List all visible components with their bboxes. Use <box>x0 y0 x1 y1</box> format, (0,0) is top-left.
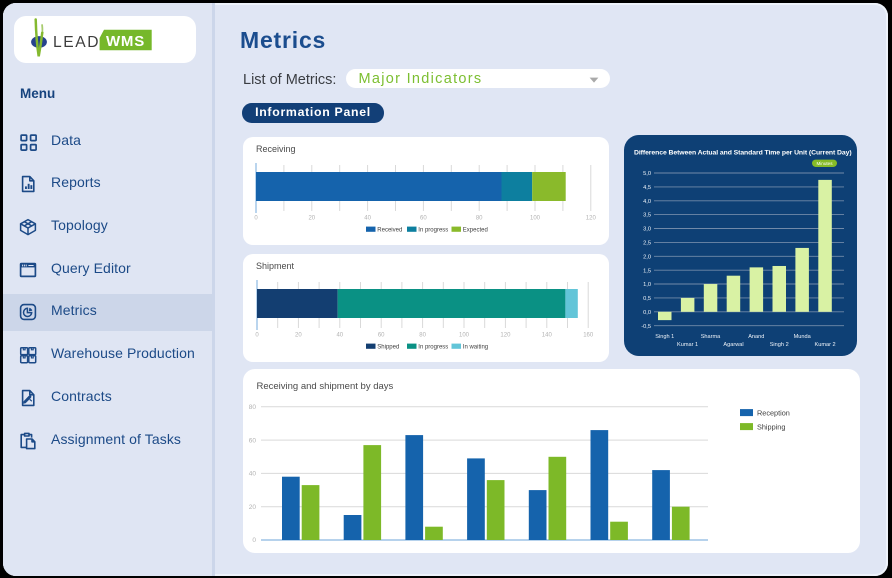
svg-text:Difference Between Actual and: Difference Between Actual and Standard T… <box>634 150 852 157</box>
svg-text:Singh 1: Singh 1 <box>655 334 674 340</box>
svg-text:-0,5: -0,5 <box>641 324 651 330</box>
svg-text:3,0: 3,0 <box>643 227 651 233</box>
svg-text:3,5: 3,5 <box>643 213 651 219</box>
svg-text:40: 40 <box>249 471 257 478</box>
svg-text:0: 0 <box>255 333 259 339</box>
svg-text:80: 80 <box>419 333 426 339</box>
svg-text:WMS: WMS <box>106 33 145 50</box>
svg-text:In progress: In progress <box>418 344 448 350</box>
svg-text:1,0: 1,0 <box>643 282 651 288</box>
svg-text:Agarwal: Agarwal <box>723 342 743 348</box>
svg-text:Sharma: Sharma <box>700 334 720 340</box>
svg-text:120: 120 <box>500 333 511 339</box>
svg-text:40: 40 <box>336 333 343 339</box>
svg-text:0: 0 <box>254 216 258 222</box>
svg-text:5,0: 5,0 <box>643 171 651 177</box>
svg-text:In progress: In progress <box>418 227 448 233</box>
svg-text:LEAD: LEAD <box>53 34 100 51</box>
svg-text:80: 80 <box>476 216 483 222</box>
svg-text:Reception: Reception <box>757 408 790 417</box>
svg-text:60: 60 <box>249 437 257 444</box>
svg-text:20: 20 <box>308 216 315 222</box>
svg-text:60: 60 <box>378 333 385 339</box>
svg-text:Kumar 1: Kumar 1 <box>677 342 698 348</box>
svg-text:Received: Received <box>377 227 402 233</box>
svg-text:Expected: Expected <box>463 227 488 233</box>
svg-text:60: 60 <box>420 216 427 222</box>
svg-text:0,0: 0,0 <box>643 310 651 316</box>
svg-text:Minutes: Minutes <box>816 161 833 166</box>
svg-text:4,0: 4,0 <box>643 199 651 205</box>
svg-text:140: 140 <box>542 333 553 339</box>
svg-text:2,0: 2,0 <box>643 254 651 260</box>
svg-text:4,5: 4,5 <box>643 185 651 191</box>
svg-text:Shipping: Shipping <box>757 422 785 431</box>
svg-text:40: 40 <box>364 216 371 222</box>
svg-text:80: 80 <box>249 404 257 411</box>
svg-text:Anand: Anand <box>748 334 764 340</box>
svg-text:In waiting: In waiting <box>463 344 488 350</box>
svg-text:2,5: 2,5 <box>643 241 651 247</box>
svg-text:0: 0 <box>252 537 256 544</box>
svg-text:Munda: Munda <box>793 334 811 340</box>
svg-text:20: 20 <box>295 333 302 339</box>
svg-text:0,5: 0,5 <box>643 296 651 302</box>
svg-text:100: 100 <box>530 216 541 222</box>
svg-text:Kumar 2: Kumar 2 <box>814 342 835 348</box>
svg-text:1,5: 1,5 <box>643 268 651 274</box>
svg-text:120: 120 <box>586 216 597 222</box>
svg-text:100: 100 <box>459 333 470 339</box>
svg-text:Singh 2: Singh 2 <box>769 342 788 348</box>
svg-text:20: 20 <box>249 504 257 511</box>
svg-text:160: 160 <box>583 333 594 339</box>
svg-text:Shipped: Shipped <box>377 344 399 350</box>
